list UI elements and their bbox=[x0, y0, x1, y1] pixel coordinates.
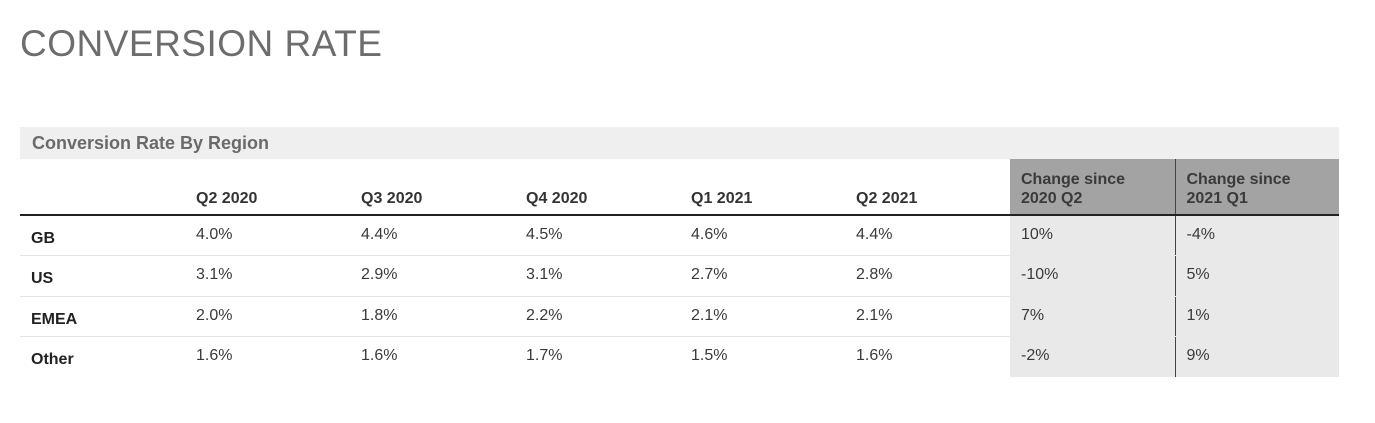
table-cell: 1.5% bbox=[691, 347, 728, 364]
table-cell: 3.1% bbox=[515, 255, 680, 297]
column-header-q3-2020: Q3 2020 bbox=[350, 159, 515, 216]
row-label: EMEA bbox=[20, 296, 185, 337]
table-row: Other 1.6% 1.6% 1.7% 1.5% 1.6% -2% 9% bbox=[20, 336, 1339, 377]
table-cell: 2.0% bbox=[185, 296, 350, 337]
table-cell: 1.7% bbox=[526, 347, 563, 364]
column-header-change-since-2020-q2: Change since 2020 Q2 bbox=[1010, 159, 1176, 216]
table-cell: 2.7% bbox=[680, 255, 845, 297]
table-cell: 1.6% bbox=[856, 347, 893, 364]
change-cell: -4% bbox=[1175, 215, 1339, 256]
table-row: GB 4.0% 4.4% 4.5% 4.6% 4.4% 10% -4% bbox=[20, 215, 1339, 256]
table-cell: 1.8% bbox=[350, 296, 515, 337]
row-label: GB bbox=[20, 215, 185, 256]
change-cell: -10% bbox=[1010, 255, 1176, 297]
conversion-table: Conversion Rate By Region Q2 2020 Q3 202… bbox=[20, 127, 1339, 377]
table-cell: 4.5% bbox=[515, 215, 680, 256]
table-cell: 2.2% bbox=[515, 296, 680, 337]
table-cell: 1.6% bbox=[196, 347, 233, 364]
column-header-change-since-2021-q1: Change since 2021 Q1 bbox=[1175, 159, 1339, 216]
row-label: US bbox=[20, 255, 185, 297]
data-table: Q2 2020 Q3 2020 Q4 2020 Q1 2021 Q2 2021 … bbox=[20, 159, 1339, 377]
column-header-region bbox=[20, 159, 185, 216]
column-header-q2-2021: Q2 2021 bbox=[845, 159, 1010, 216]
header-row: Q2 2020 Q3 2020 Q4 2020 Q1 2021 Q2 2021 … bbox=[20, 159, 1339, 216]
table-cell: 2.1% bbox=[680, 296, 845, 337]
table-row: US 3.1% 2.9% 3.1% 2.7% 2.8% -10% 5% bbox=[20, 255, 1339, 297]
change-cell: 9% bbox=[1175, 336, 1339, 377]
table-cell: 2.1% bbox=[845, 296, 1010, 337]
table-cell: 2.9% bbox=[350, 255, 515, 297]
change-cell: 10% bbox=[1010, 215, 1176, 256]
row-label: Other bbox=[31, 351, 74, 368]
table-cell: 1.6% bbox=[361, 347, 398, 364]
table-cell: 4.6% bbox=[680, 215, 845, 256]
page-title: CONVERSION RATE bbox=[20, 23, 383, 64]
change-cell: -2% bbox=[1010, 336, 1176, 377]
table-cell: 2.8% bbox=[845, 255, 1010, 297]
change-cell: 1% bbox=[1175, 296, 1339, 337]
table-title: Conversion Rate By Region bbox=[20, 127, 1339, 159]
table-cell: 4.0% bbox=[185, 215, 350, 256]
change-cell: 5% bbox=[1175, 255, 1339, 297]
change-cell: 7% bbox=[1010, 296, 1176, 337]
table-cell: 4.4% bbox=[845, 215, 1010, 256]
column-header-q2-2020: Q2 2020 bbox=[185, 159, 350, 216]
column-header-q1-2021: Q1 2021 bbox=[680, 159, 845, 216]
table-row: EMEA 2.0% 1.8% 2.2% 2.1% 2.1% 7% 1% bbox=[20, 296, 1339, 337]
table-cell: 4.4% bbox=[350, 215, 515, 256]
column-header-q4-2020: Q4 2020 bbox=[515, 159, 680, 216]
table-cell: 3.1% bbox=[185, 255, 350, 297]
